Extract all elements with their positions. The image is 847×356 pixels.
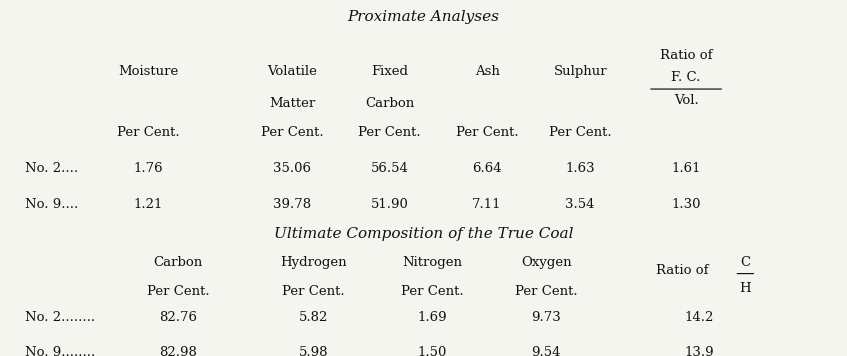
Text: Proximate Analyses: Proximate Analyses [347,10,500,24]
Text: Sulphur: Sulphur [553,65,607,78]
Text: 5.98: 5.98 [299,346,328,356]
Text: 5.82: 5.82 [299,311,328,324]
Text: 51.90: 51.90 [371,198,408,210]
Text: 9.73: 9.73 [531,311,562,324]
Text: Per Cent.: Per Cent. [515,285,578,298]
Text: Per Cent.: Per Cent. [358,126,421,139]
Text: Ash: Ash [474,65,500,78]
Text: Per Cent.: Per Cent. [549,126,612,139]
Text: Carbon: Carbon [153,256,202,269]
Text: Per Cent.: Per Cent. [401,285,463,298]
Text: 13.9: 13.9 [684,346,713,356]
Text: Carbon: Carbon [365,97,414,110]
Text: 82.76: 82.76 [159,311,197,324]
Text: 14.2: 14.2 [684,311,713,324]
Text: 9.54: 9.54 [532,346,561,356]
Text: 1.69: 1.69 [418,311,446,324]
Text: Moisture: Moisture [118,65,179,78]
Text: H: H [739,282,751,295]
Text: No. 2........: No. 2........ [25,311,96,324]
Text: Hydrogen: Hydrogen [280,256,346,269]
Text: Volatile: Volatile [268,65,317,78]
Text: Per Cent.: Per Cent. [456,126,518,139]
Text: 56.54: 56.54 [371,162,408,175]
Text: 39.78: 39.78 [273,198,312,210]
Text: 1.30: 1.30 [672,198,700,210]
Text: 1.76: 1.76 [134,162,163,175]
Text: 82.98: 82.98 [159,346,197,356]
Text: Fixed: Fixed [371,65,408,78]
Text: 1.61: 1.61 [672,162,700,175]
Text: Ultimate Composition of the True Coal: Ultimate Composition of the True Coal [274,227,573,241]
Text: 1.50: 1.50 [418,346,446,356]
Text: Vol.: Vol. [673,94,699,107]
Text: 1.21: 1.21 [134,198,163,210]
Text: F. C.: F. C. [672,71,700,84]
Text: Ratio of: Ratio of [656,264,708,277]
Text: Per Cent.: Per Cent. [117,126,180,139]
Text: Ratio of: Ratio of [660,48,712,62]
Text: 35.06: 35.06 [274,162,311,175]
Text: Nitrogen: Nitrogen [402,256,462,269]
Text: 1.63: 1.63 [566,162,595,175]
Text: 3.54: 3.54 [566,198,595,210]
Text: Per Cent.: Per Cent. [147,285,209,298]
Text: No. 2....: No. 2.... [25,162,79,175]
Text: Per Cent.: Per Cent. [282,285,345,298]
Text: C: C [740,256,750,269]
Text: Per Cent.: Per Cent. [261,126,324,139]
Text: Matter: Matter [269,97,315,110]
Text: 6.64: 6.64 [473,162,501,175]
Text: No. 9....: No. 9.... [25,198,79,210]
Text: 7.11: 7.11 [473,198,501,210]
Text: Oxygen: Oxygen [521,256,572,269]
Text: No. 9........: No. 9........ [25,346,96,356]
